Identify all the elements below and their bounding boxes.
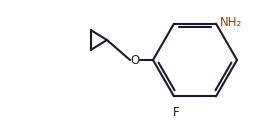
Text: F: F xyxy=(173,106,179,119)
Text: O: O xyxy=(130,53,140,67)
Text: NH₂: NH₂ xyxy=(220,16,242,29)
